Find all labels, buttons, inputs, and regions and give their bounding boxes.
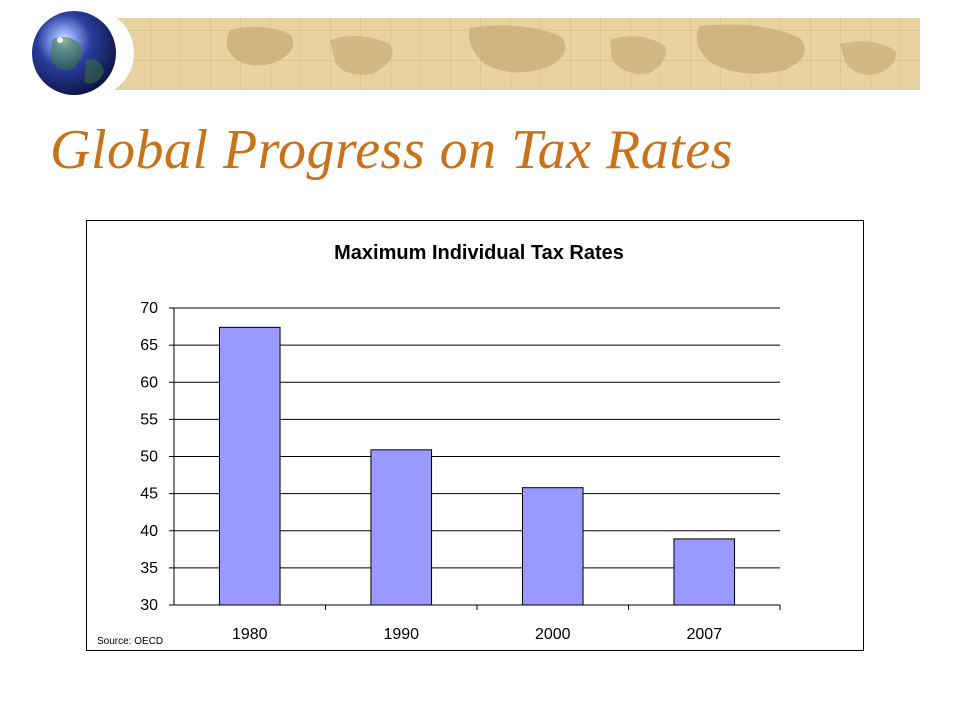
y-tick-label: 70 xyxy=(140,300,158,317)
bar-1980 xyxy=(218,326,281,606)
y-tick-label: 45 xyxy=(140,486,158,503)
bar-2007 xyxy=(673,538,736,606)
x-tick-label: 1980 xyxy=(232,626,268,643)
x-tick-label: 2000 xyxy=(535,626,571,643)
source-note: Source: OECD xyxy=(97,636,163,647)
tick-labels: 30 35 40 45 50 55 60 65 70 1980 1990 2000 2007 xyxy=(140,300,722,643)
axes xyxy=(169,307,781,610)
y-tick-label: 55 xyxy=(140,411,158,428)
bar-chart: Maximum Individual Tax Rates 30 35 40 45 50 5… xyxy=(97,242,781,647)
slide-title: Global Progress on Tax Rates xyxy=(50,119,733,181)
y-tick-label: 60 xyxy=(140,374,158,391)
y-tick-label: 50 xyxy=(140,449,158,466)
globe-icon xyxy=(32,9,134,97)
x-tick-label: 2007 xyxy=(686,626,722,643)
y-tick-label: 30 xyxy=(140,597,158,614)
chart-frame: Maximum Individual Tax Rates 30 35 40 45 50 5… xyxy=(86,220,864,651)
y-tick-label: 65 xyxy=(140,337,158,354)
y-tick-label: 40 xyxy=(140,523,158,540)
x-tick-label: 1990 xyxy=(383,626,419,643)
world-map-banner xyxy=(98,18,920,90)
bars xyxy=(218,326,736,606)
chart-title: Maximum Individual Tax Rates xyxy=(334,242,624,264)
bar-1990 xyxy=(370,449,433,606)
y-tick-label: 35 xyxy=(140,560,158,577)
header-banner xyxy=(32,9,920,97)
bar-2000 xyxy=(521,487,584,606)
